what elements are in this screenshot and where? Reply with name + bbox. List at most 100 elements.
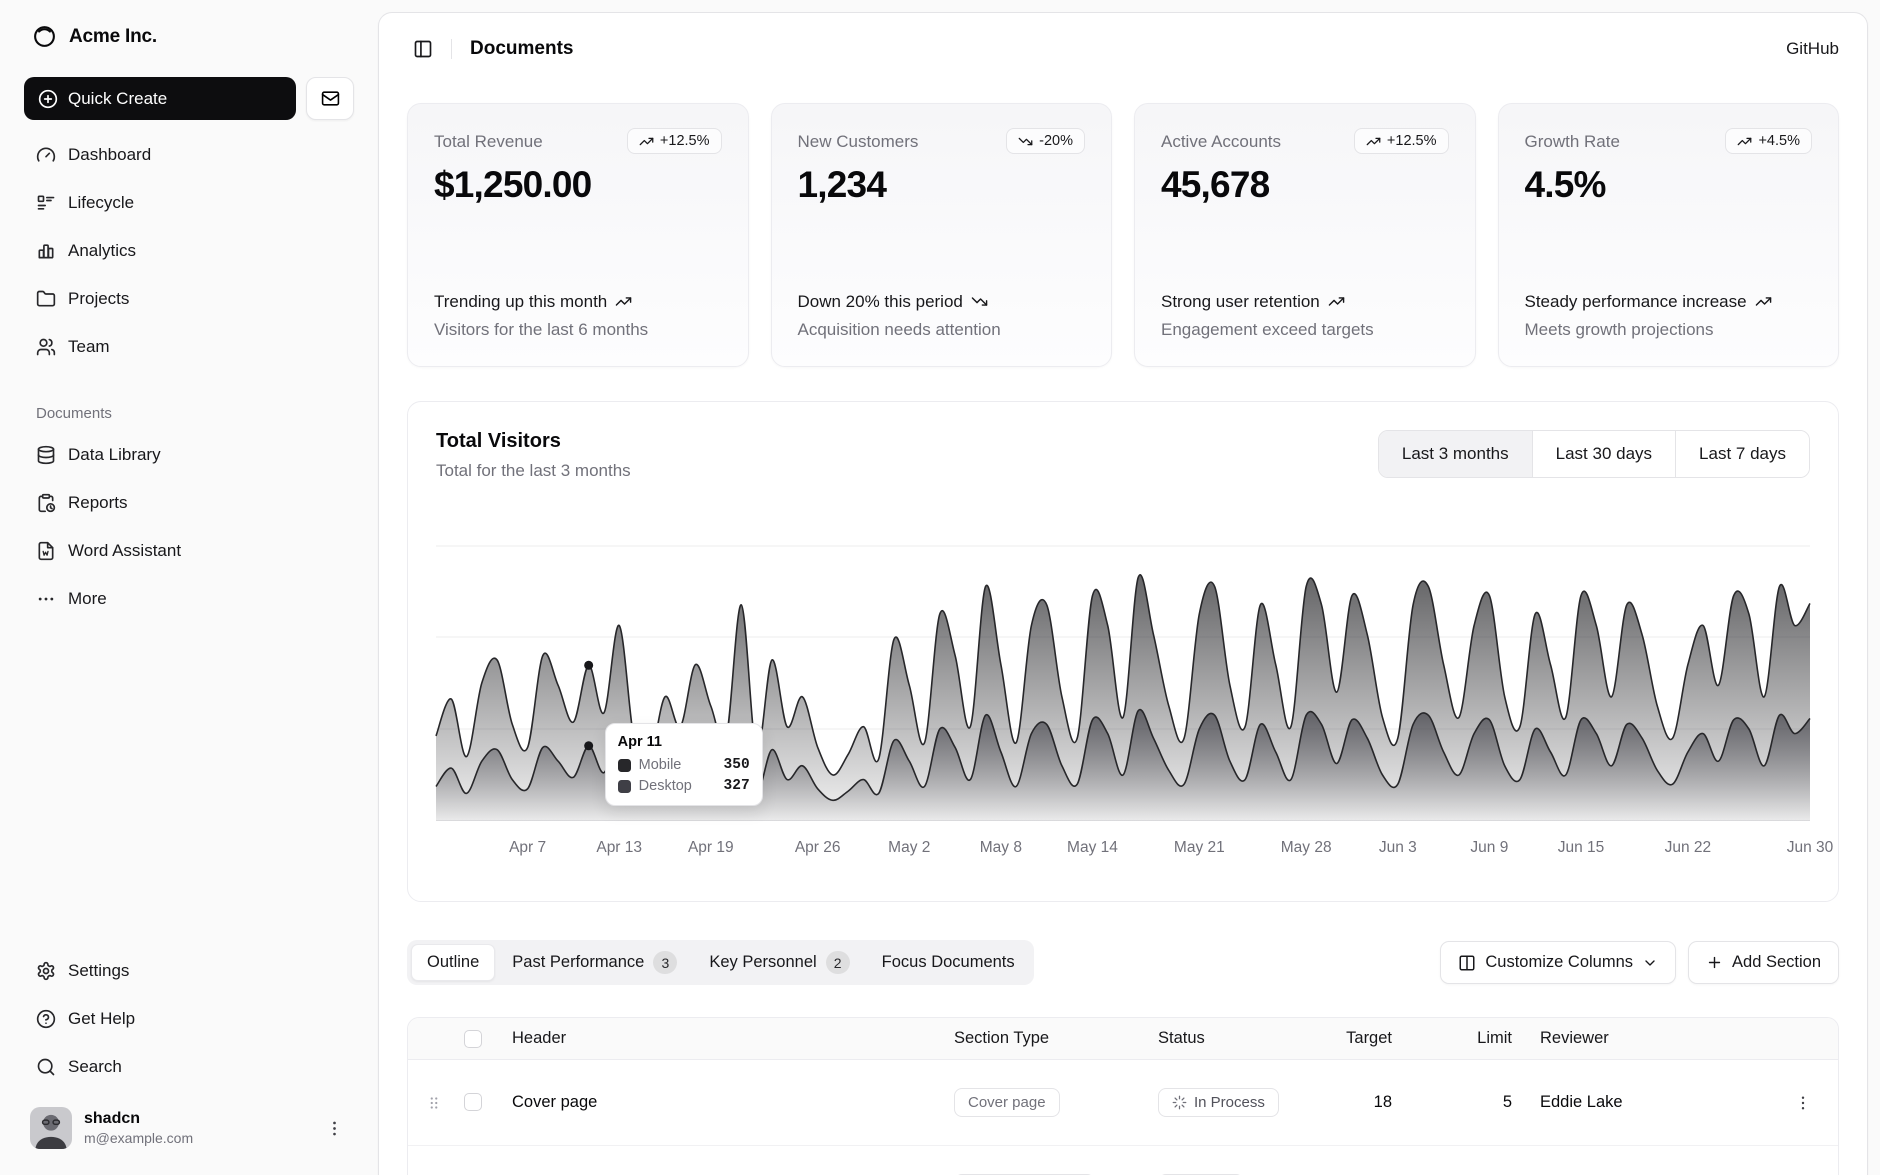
x-axis-tick: Jun 9 [1470,839,1508,857]
visitors-chart-card: Total Visitors Total for the last 3 mont… [407,401,1839,902]
tab-outline[interactable]: Outline [411,944,495,981]
x-axis-tick: Apr 19 [688,839,734,857]
x-axis-tick: May 21 [1174,839,1225,857]
company-logo-icon [32,24,57,49]
sidebar-spacer [24,619,354,936]
stat-footer-desc: Acquisition needs attention [798,320,1086,340]
bar-chart-icon [36,241,56,261]
x-axis-tick: Jun 15 [1558,839,1605,857]
sidebar-item-label: Dashboard [68,145,151,165]
select-all-checkbox[interactable] [464,1030,482,1048]
sidebar-toggle-button[interactable] [407,33,439,65]
reviewer-cell[interactable]: Eddie Lake [1514,1093,1754,1112]
documents-section-label: Documents [24,405,354,422]
trending-up-icon [615,293,632,310]
column-target: Target [1314,1029,1394,1048]
tab-count-badge: 3 [653,951,677,974]
list-controls: Outline Past Performance 3 Key Personnel… [407,940,1839,985]
ellipsis-icon [36,589,56,609]
x-axis-tick: Apr 26 [795,839,841,857]
stat-value: 45,678 [1161,164,1449,206]
x-axis-tick: May 8 [980,839,1022,857]
documents-nav: Data Library Reports Word Assistant More [24,434,354,619]
sidebar-item-search[interactable]: Search [24,1046,354,1087]
main-nav: Dashboard Lifecycle Analytics Projects T… [24,134,354,367]
limit-cell[interactable]: 5 [1394,1093,1514,1112]
inbox-button[interactable] [306,77,354,120]
stat-value: $1,250.00 [434,164,722,206]
row-checkbox[interactable] [464,1093,482,1111]
file-word-icon [36,541,56,561]
sidebar-item-label: Projects [68,289,129,309]
trending-up-icon [1737,134,1752,149]
row-kebab-button[interactable] [1790,1090,1816,1116]
trend-badge: +4.5% [1725,128,1812,154]
x-axis: Apr 7Apr 13Apr 19Apr 26May 2May 8May 14M… [436,829,1810,871]
active-dot-mobile [584,661,593,670]
trending-up-icon [1366,134,1381,149]
list-details-icon [36,193,56,213]
avatar [30,1107,72,1149]
column-header: Header [508,1029,950,1048]
tab-past-performance[interactable]: Past Performance 3 [497,944,692,981]
search-icon [36,1057,56,1077]
quick-create-button[interactable]: Quick Create [24,77,296,120]
sidebar-item-reports[interactable]: Reports [24,482,354,523]
row-header-link[interactable]: Cover page [512,1093,597,1111]
sidebar-item-team[interactable]: Team [24,326,354,367]
stat-label: Active Accounts [1161,128,1281,152]
tab-key-personnel[interactable]: Key Personnel 2 [694,944,864,981]
sidebar-item-label: Word Assistant [68,541,181,561]
chart-title: Total Visitors [436,430,631,453]
area-chart-plot[interactable]: Apr 11 Mobile 350 Desktop 327 [436,545,1810,821]
tab-label: Key Personnel [709,953,816,972]
tab-focus-documents[interactable]: Focus Documents [867,944,1030,981]
trend-badge: -20% [1006,128,1085,154]
stat-label: Growth Rate [1525,128,1620,152]
x-axis-tick: Jun 30 [1787,839,1834,857]
sidebar-item-more[interactable]: More [24,578,354,619]
stat-card-new-customers: New Customers -20% 1,234 Down 20% this p… [771,103,1113,367]
sidebar-item-analytics[interactable]: Analytics [24,230,354,271]
sidebar-item-lifecycle[interactable]: Lifecycle [24,182,354,223]
x-axis-tick: May 28 [1281,839,1332,857]
range-last-3-months[interactable]: Last 3 months [1379,431,1532,477]
sidebar-item-label: More [68,589,107,609]
stat-footer-title: Strong user retention [1161,291,1320,313]
stat-footer-title: Trending up this month [434,291,607,313]
stat-label: Total Revenue [434,128,543,152]
columns-icon [1458,954,1476,972]
quick-create-row: Quick Create [24,77,354,120]
target-cell[interactable]: 18 [1314,1093,1394,1112]
sidebar-item-dashboard[interactable]: Dashboard [24,134,354,175]
stat-card-growth-rate: Growth Rate +4.5% 4.5% Steady performanc… [1498,103,1840,367]
range-last-7-days[interactable]: Last 7 days [1675,431,1809,477]
range-last-30-days[interactable]: Last 30 days [1532,431,1675,477]
user-menu[interactable]: shadcn m@example.com [24,1103,354,1153]
sidebar-item-settings[interactable]: Settings [24,950,354,991]
stat-card-total-revenue: Total Revenue +12.5% $1,250.00 Trending … [407,103,749,367]
trend-badge: +12.5% [1354,128,1449,154]
sidebar-item-data-library[interactable]: Data Library [24,434,354,475]
github-link[interactable]: GitHub [1786,39,1839,59]
tab-label: Focus Documents [882,953,1015,972]
add-section-button[interactable]: Add Section [1688,941,1839,984]
x-axis-tick: May 2 [888,839,930,857]
customize-columns-button[interactable]: Customize Columns [1440,941,1676,984]
sidebar-item-label: Settings [68,961,129,981]
page-title: Documents [470,38,573,60]
plus-circle-icon [38,89,58,109]
clipboard-report-icon [36,493,56,513]
gear-icon [36,961,56,981]
sidebar-item-get-help[interactable]: Get Help [24,998,354,1039]
sidebar-item-word-assistant[interactable]: Word Assistant [24,530,354,571]
topbar: Documents GitHub [379,13,1867,85]
drag-handle[interactable] [408,1094,460,1112]
column-reviewer: Reviewer [1514,1029,1754,1048]
trend-badge-value: +12.5% [1387,133,1437,149]
user-menu-kebab-button[interactable] [321,1115,348,1142]
sidebar-item-projects[interactable]: Projects [24,278,354,319]
brand[interactable]: Acme Inc. [24,20,354,53]
trending-up-icon [1328,293,1345,310]
tab-label: Past Performance [512,953,644,972]
